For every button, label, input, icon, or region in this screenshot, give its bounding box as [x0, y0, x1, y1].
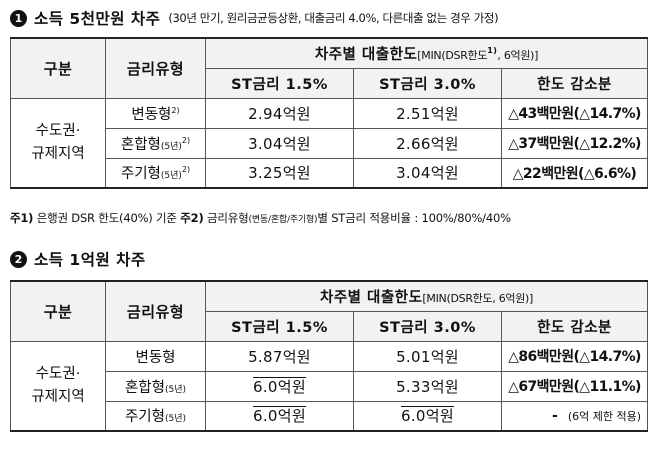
- rate-type-term: (5년): [165, 384, 187, 395]
- loan-limit-table-income-100m: 구분 금리유형 차주별 대출한도[MIN(DSR한도, 6억원)] ST금리 1…: [10, 280, 649, 432]
- header-loan-limit-detail: [MIN(DSR한도, 6억원)]: [422, 291, 534, 305]
- section2-title: 2 소득 1억원 차주: [10, 246, 146, 272]
- region-label-line2: 규제지역: [31, 145, 85, 162]
- section1-number-badge: 1: [10, 9, 27, 27]
- region-cell: 수도권· 규제지역: [10, 97, 106, 189]
- limit-decrease-value: - (6억 제한 적용): [500, 400, 649, 432]
- rate-type-cell: 변동형2): [105, 97, 206, 129]
- limit-decrease-value: △43백만원(△14.7%): [501, 97, 648, 129]
- rate-type-term: (5년): [165, 414, 187, 425]
- limit-decrease-value: △22백만원(△6.6%): [501, 157, 648, 189]
- footnote1-text: 은행권 DSR 한도(40%) 기준: [33, 211, 181, 225]
- cap-applied-note: (6억 제한 적용): [567, 409, 642, 423]
- section1-condition: (30년 만기, 원리금균등상환, 대출금리 4.0%, 다른대출 없는 경우 …: [168, 11, 499, 25]
- st15-value: 2.94억원: [205, 97, 354, 129]
- rate-type-term: (5년): [160, 171, 182, 182]
- footnote2-small: (변동/혼합/주기형): [248, 215, 318, 225]
- region-label-line1: 수도권·: [35, 122, 81, 139]
- rate-type-label: 혼합형: [124, 379, 165, 396]
- rate-type-footnote-mark: 2): [171, 105, 180, 115]
- st15-value: 3.25억원: [205, 157, 354, 189]
- rate-type-cell: 혼합형(5년): [105, 370, 206, 402]
- header-st-rate-1-5: ST금리 1.5%: [205, 67, 354, 99]
- table-row: 혼합형(5년)2) 3.04억원 2.66억원 △37백만원(△12.2%): [11, 127, 648, 159]
- rate-type-term: (5년): [160, 141, 182, 152]
- header-limit-decrease: 한도 감소분: [500, 310, 649, 342]
- footnote1-label: 주1): [10, 211, 34, 225]
- rate-type-label: 변동형: [131, 106, 172, 123]
- header-category: 구분: [10, 280, 106, 342]
- loan-limit-table-income-50m: 구분 금리유형 차주별 대출한도[MIN(DSR한도1), 6억원)] ST금리…: [10, 37, 648, 189]
- capped-value: 6.0억원: [253, 376, 306, 396]
- rate-type-footnote-mark: 2): [181, 135, 191, 145]
- header-loan-limit-group: 차주별 대출한도[MIN(DSR한도, 6억원)]: [204, 280, 649, 312]
- st30-value: 5.33억원: [353, 370, 502, 402]
- rate-type-label: 변동형: [135, 349, 176, 366]
- region-cell: 수도권· 규제지역: [10, 340, 106, 432]
- table-row: 수도권· 규제지역 변동형 5.87억원 5.01억원 △86백만원(△14.7…: [10, 340, 649, 432]
- rate-type-footnote-mark: 2): [181, 165, 191, 175]
- limit-decrease-value: △86백만원(△14.7%): [500, 340, 649, 372]
- no-decrease-dash: -: [552, 407, 558, 424]
- st30-value: 3.04억원: [353, 157, 502, 189]
- section1-title: 1 소득 5천만원 차주 (30년 만기, 원리금균등상환, 대출금리 4.0%…: [10, 5, 499, 31]
- region-label-line1: 수도권·: [35, 365, 81, 382]
- st15-value: 5.87억원: [205, 340, 354, 372]
- section2-number-badge: 2: [10, 250, 27, 268]
- footnote2-label: 주2): [180, 211, 204, 225]
- table-row: 혼합형(5년) 6.0억원 5.33억원 △67백만원(△11.1%): [11, 370, 649, 402]
- header-loan-limit-group: 차주별 대출한도[MIN(DSR한도1), 6억원)]: [205, 37, 648, 69]
- header-limit-decrease: 한도 감소분: [501, 67, 648, 99]
- header-rate-type: 금리유형: [105, 37, 206, 99]
- rate-type-label: 주기형: [120, 166, 161, 183]
- st15-value: 6.0억원: [205, 400, 354, 432]
- header-loan-limit-footnote-mark: 1): [487, 45, 498, 55]
- header-st-rate-3-0: ST금리 3.0%: [353, 67, 502, 99]
- rate-type-label: 혼합형: [120, 136, 161, 153]
- footnote2-text-a: 금리유형: [203, 211, 249, 225]
- header-rate-type: 금리유형: [105, 280, 206, 342]
- header-st-rate-1-5: ST금리 1.5%: [205, 310, 354, 342]
- table1-footnote: 주1) 은행권 DSR 한도(40%) 기준 주2) 금리유형(변동/혼합/주기…: [10, 210, 511, 228]
- st30-value: 2.51억원: [353, 97, 502, 129]
- section1-heading: 소득 5천만원 차주: [34, 10, 161, 28]
- header-loan-limit-main: 차주별 대출한도: [319, 289, 423, 306]
- limit-decrease-value: △67백만원(△11.1%): [500, 370, 649, 402]
- st30-value: 5.01억원: [353, 340, 502, 372]
- table-row: 수도권· 규제지역 변동형2) 2.94억원 2.51억원 △43백만원(△14…: [10, 97, 648, 189]
- header-loan-limit-detail: [MIN(DSR한도: [417, 48, 488, 62]
- rate-type-cell: 변동형: [105, 340, 206, 372]
- st15-value: 6.0억원: [205, 370, 354, 402]
- table-row: 주기형(5년) 6.0억원 6.0억원 - (6억 제한 적용): [11, 400, 649, 432]
- header-st-rate-3-0: ST금리 3.0%: [353, 310, 502, 342]
- rate-type-label: 주기형: [124, 409, 165, 426]
- st15-value: 3.04억원: [205, 127, 354, 159]
- footnote2-text-b: 별 ST금리 적용비율 : 100%/80%/40%: [317, 211, 511, 225]
- rate-type-cell: 주기형(5년): [105, 400, 206, 432]
- limit-decrease-value: △37백만원(△12.2%): [501, 127, 648, 159]
- header-loan-limit-tail: , 6억원)]: [497, 48, 539, 62]
- header-loan-limit-main: 차주별 대출한도: [314, 46, 418, 63]
- capped-value: 6.0억원: [401, 406, 454, 426]
- region-label-line2: 규제지역: [31, 388, 85, 405]
- st30-value: 2.66억원: [353, 127, 502, 159]
- rate-type-cell: 주기형(5년)2): [105, 157, 206, 189]
- rate-type-cell: 혼합형(5년)2): [105, 127, 206, 159]
- header-category: 구분: [10, 37, 106, 99]
- section2-heading: 소득 1억원 차주: [34, 251, 146, 269]
- capped-value: 6.0억원: [253, 406, 306, 426]
- table-row: 주기형(5년)2) 3.25억원 3.04억원 △22백만원(△6.6%): [11, 157, 648, 189]
- st30-value: 6.0억원: [353, 400, 502, 432]
